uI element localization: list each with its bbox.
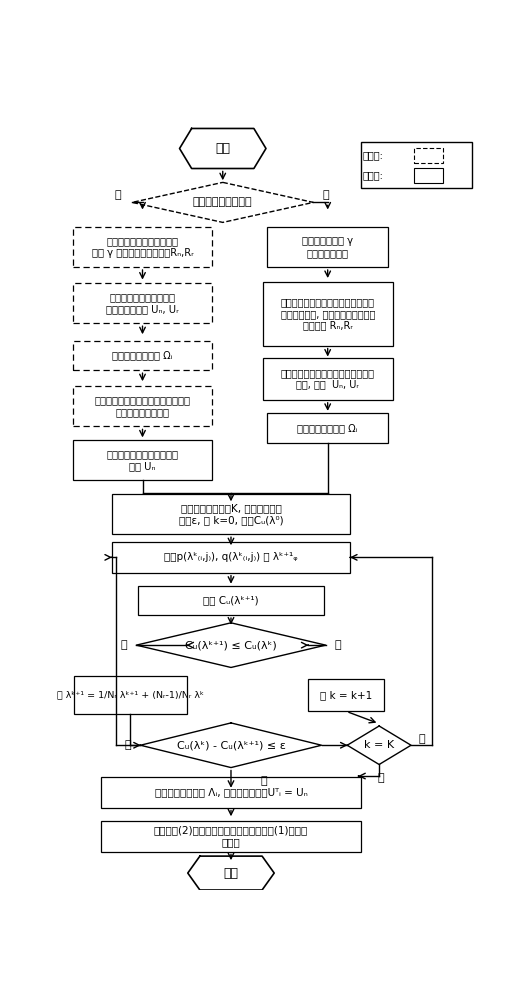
Text: 令 k = k+1: 令 k = k+1 [320, 690, 372, 700]
Text: Cᵤ(λᵏ⁺¹) ≤ Cᵤ(λᵏ): Cᵤ(λᵏ⁺¹) ≤ Cᵤ(λᵏ) [185, 640, 277, 650]
Bar [267, 227, 388, 267]
Text: 对发送相关阵进行特征分解
得到 Uₙ: 对发送相关阵进行特征分解 得到 Uₙ [107, 450, 178, 471]
Text: 对发送、接收相关阵进行
特征分解，得到 Uₙ, Uᵣ: 对发送、接收相关阵进行 特征分解，得到 Uₙ, Uᵣ [106, 292, 179, 314]
Bar [112, 494, 350, 534]
Text: 计算 Cᵤ(λᵏ⁺¹): 计算 Cᵤ(λᵏ⁺¹) [203, 595, 259, 605]
Text: 将发送相关阵、信道耦合矩阵、接收
信噪比反馈给发送端: 将发送相关阵、信道耦合矩阵、接收 信噪比反馈给发送端 [95, 396, 191, 417]
Bar [101, 821, 361, 852]
Bar [101, 777, 361, 808]
Bar [73, 386, 212, 426]
Text: 计算p(λᵏ₍ᵢ,j₎), q(λᵏ₍ᵢ,j₎) 和 λᵏ⁺¹ᵩ: 计算p(λᵏ₍ᵢ,j₎), q(λᵏ₍ᵢ,j₎) 和 λᵏ⁺¹ᵩ [164, 552, 298, 562]
Text: 计算功率分配矩阵 Λᵢ, 令发送方向矩阵Uᵀᵢ = Uₙ: 计算功率分配矩阵 Λᵢ, 令发送方向矩阵Uᵀᵢ = Uₙ [155, 787, 307, 797]
Text: 计算接收信噪比 γ
并反馈给发送端: 计算接收信噪比 γ 并反馈给发送端 [302, 236, 353, 258]
Text: 利用其接收链路的信道估计结果以及
信道的互易性, 计算发送相关阵和接
收相关阵 Rₙ,Rᵣ: 利用其接收链路的信道估计结果以及 信道的互易性, 计算发送相关阵和接 收相关阵 … [280, 297, 375, 331]
Text: 否: 否 [125, 740, 131, 750]
Bar [263, 358, 392, 400]
Text: 是: 是 [322, 190, 329, 200]
Text: 接收端:: 接收端: [363, 150, 383, 160]
Text: 开始: 开始 [215, 142, 230, 155]
Text: 计算信道耦合矩阵 Ωᵢ: 计算信道耦合矩阵 Ωᵢ [297, 423, 358, 433]
Text: 是: 是 [261, 776, 267, 786]
Bar [74, 676, 187, 714]
Bar [267, 413, 388, 443]
Text: 是否采用隐反馈模式: 是否采用隐反馈模式 [193, 197, 253, 207]
Bar [414, 168, 443, 183]
Text: 结束: 结束 [224, 867, 238, 880]
Text: 是: 是 [121, 640, 127, 650]
Text: 否: 否 [115, 190, 121, 200]
Text: 否: 否 [335, 640, 341, 650]
Bar [73, 341, 212, 370]
Text: 否: 否 [418, 734, 425, 744]
Text: 是: 是 [378, 773, 384, 783]
Bar [73, 440, 212, 480]
Text: k = K: k = K [364, 740, 394, 750]
Bar [73, 227, 212, 267]
Text: 进行信道估计，计算接收信
噪比 γ 和发送、接收相关阵Rₙ,Rᵣ: 进行信道估计，计算接收信 噪比 γ 和发送、接收相关阵Rₙ,Rᵣ [92, 236, 193, 258]
Text: 令 λᵏ⁺¹ = 1/Nᵣ λᵏ⁺¹ + (Nᵣ-1)/Nᵣ λᵏ: 令 λᵏ⁺¹ = 1/Nᵣ λᵏ⁺¹ + (Nᵣ-1)/Nᵣ λᵏ [57, 691, 204, 700]
Text: Cᵤ(λᵏ) - Cᵤ(λᵏ⁺¹) ≤ ε: Cᵤ(λᵏ) - Cᵤ(λᵏ⁺¹) ≤ ε [176, 740, 286, 750]
Text: 根据公式(2)计算线性预编码矩阵按照公式(1)进行发
送控制: 根据公式(2)计算线性预编码矩阵按照公式(1)进行发 送控制 [154, 825, 308, 847]
Bar [139, 586, 323, 615]
Text: 发送端:: 发送端: [363, 170, 383, 180]
Bar [112, 542, 350, 573]
Bar [308, 679, 384, 711]
Bar [414, 148, 443, 163]
Text: 计算信道耦合矩阵 Ωᵢ: 计算信道耦合矩阵 Ωᵢ [112, 351, 173, 361]
Bar [73, 283, 212, 323]
Bar [361, 142, 472, 188]
Text: 对发送相关阵和接收相关阵进行特征
分解, 得到  Uₙ, Uᵣ: 对发送相关阵和接收相关阵进行特征 分解, 得到 Uₙ, Uᵣ [281, 368, 375, 390]
Text: 设定最大迭代次数K, 以及收敛判决
门限ε, 令 k=0, 计算Cᵤ(λ⁰): 设定最大迭代次数K, 以及收敛判决 门限ε, 令 k=0, 计算Cᵤ(λ⁰) [178, 503, 284, 525]
Bar [263, 282, 392, 346]
